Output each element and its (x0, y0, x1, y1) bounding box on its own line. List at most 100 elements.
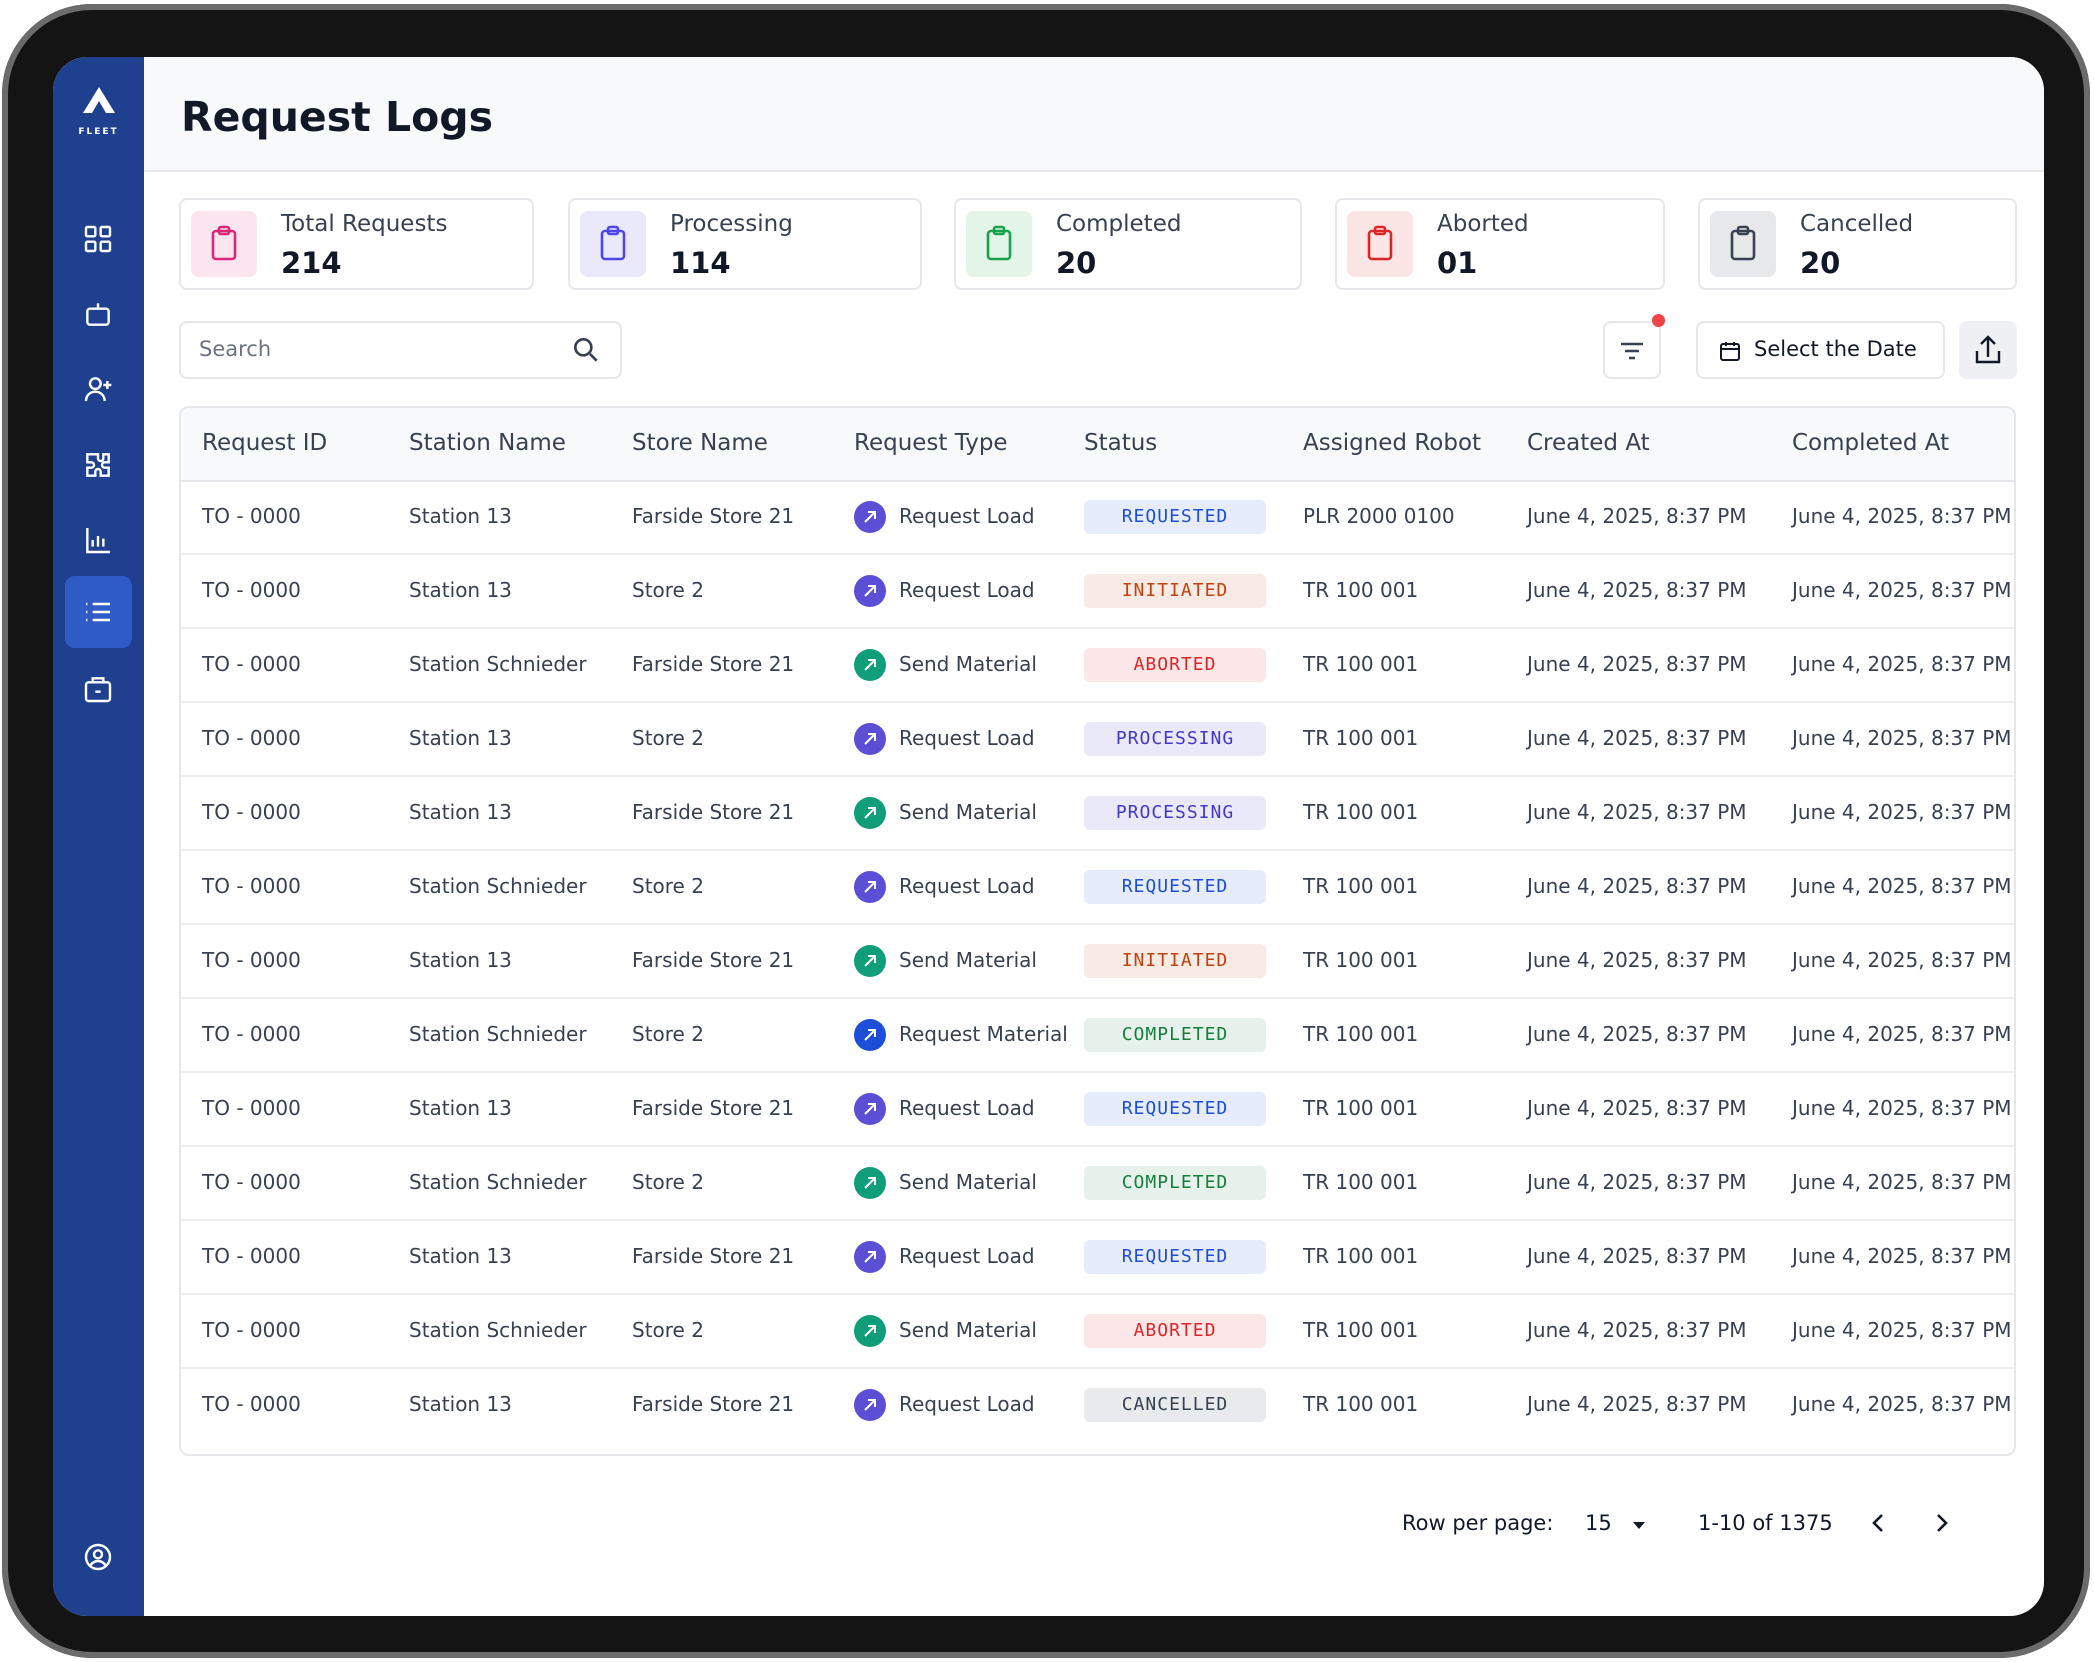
nav-profile[interactable] (82, 1541, 114, 1573)
page-title: Request Logs (181, 93, 494, 141)
type-glyph (864, 585, 876, 597)
request-type: Request Load (899, 1244, 1035, 1268)
column-header: Created At (1527, 430, 1650, 456)
export-button[interactable] (1959, 321, 2017, 379)
type-glyph (864, 1177, 876, 1189)
status-pill: REQUESTED (1084, 1092, 1266, 1126)
stat-card (1698, 198, 2017, 290)
column-header: Completed At (1792, 430, 1950, 456)
cell-text: Station Schnieder (409, 1022, 587, 1046)
cell-text: June 4, 2025, 8:37 PM (1792, 874, 2012, 898)
type-glyph (864, 659, 876, 671)
cell-text: June 4, 2025, 8:37 PM (1792, 726, 2012, 750)
type-glyph (864, 955, 876, 967)
type-icon (854, 649, 886, 681)
stat-card (568, 198, 922, 290)
cell-text: June 4, 2025, 8:37 PM (1527, 948, 1747, 972)
cell-text: Station Schnieder (409, 1170, 587, 1194)
type-glyph (864, 1399, 876, 1411)
cell-text: TO - 0000 (202, 800, 301, 824)
type-icon (854, 575, 886, 607)
row-divider (181, 553, 2014, 555)
request-type: Request Load (899, 874, 1035, 898)
cell-text: Store 2 (632, 726, 704, 750)
stat-card (179, 198, 534, 290)
filter-button[interactable] (1603, 321, 1661, 379)
stat-value: 114 (670, 246, 731, 280)
next-glyph (1937, 1514, 1948, 1532)
date-label: Select the Date (1754, 337, 1917, 361)
cell-text: TR 100 001 (1303, 800, 1419, 824)
nav-integrations[interactable] (82, 449, 114, 481)
cell-text: Station Schnieder (409, 874, 587, 898)
cell-text: Station 13 (409, 1392, 512, 1416)
cell-text: June 4, 2025, 8:37 PM (1792, 1170, 2012, 1194)
nav-robots[interactable] (82, 298, 114, 330)
type-icon (854, 945, 886, 977)
cell-text: Farside Store 21 (632, 948, 795, 972)
row-divider (181, 1145, 2014, 1147)
cell-text: TR 100 001 (1303, 1170, 1419, 1194)
cell-text: TO - 0000 (202, 1392, 301, 1416)
prev-glyph (1872, 1514, 1883, 1532)
type-icon (854, 871, 886, 903)
type-glyph (864, 1029, 876, 1041)
stat-label: Total Requests (281, 211, 448, 237)
type-icon (854, 723, 886, 755)
prev-page[interactable] (1866, 1510, 1892, 1536)
row-divider (181, 1219, 2014, 1221)
cell-text: June 4, 2025, 8:37 PM (1792, 1096, 2012, 1120)
cell-text: TR 100 001 (1303, 1244, 1419, 1268)
stat-card (1335, 198, 1665, 290)
nav-logs[interactable] (82, 596, 114, 628)
page-range: 1-10 of 1375 (1698, 1511, 1833, 1535)
status-pill: PROCESSING (1084, 796, 1266, 830)
stat-icon (966, 211, 1032, 277)
cell-text: June 4, 2025, 8:37 PM (1792, 948, 2012, 972)
cell-text: June 4, 2025, 8:37 PM (1527, 652, 1747, 676)
row-divider (181, 1293, 2014, 1295)
cell-text: June 4, 2025, 8:37 PM (1527, 874, 1747, 898)
status-pill: REQUESTED (1084, 1240, 1266, 1274)
request-type: Request Load (899, 578, 1035, 602)
column-header: Station Name (409, 430, 566, 456)
cell-text: TR 100 001 (1303, 948, 1419, 972)
nav-users[interactable] (82, 373, 114, 405)
nav-dashboard[interactable] (82, 223, 114, 255)
row-divider (181, 849, 2014, 851)
date-button[interactable] (1696, 321, 1945, 379)
request-type: Request Material (899, 1022, 1068, 1046)
search-icon (570, 334, 602, 366)
request-type: Request Load (899, 1096, 1035, 1120)
cell-text: June 4, 2025, 8:37 PM (1527, 726, 1747, 750)
stat-glyph (600, 225, 626, 261)
next-page[interactable] (1928, 1510, 1954, 1536)
rows-per-page-select[interactable]: 15 (1585, 1511, 1612, 1535)
cell-text: TO - 0000 (202, 1096, 301, 1120)
cell-text: TO - 0000 (202, 578, 301, 602)
search-glyph (574, 338, 598, 362)
stat-icon (1710, 211, 1776, 277)
cell-text: Farside Store 21 (632, 504, 795, 528)
stat-glyph (986, 225, 1012, 261)
logo (83, 87, 115, 113)
cell-text: June 4, 2025, 8:37 PM (1527, 1392, 1747, 1416)
export-glyph (1975, 335, 2001, 364)
cell-text: Station 13 (409, 504, 512, 528)
nav-reports[interactable] (82, 524, 114, 556)
nav-inventory[interactable] (82, 673, 114, 705)
stat-label: Processing (670, 211, 793, 237)
stat-glyph (1730, 225, 1756, 261)
cell-text: Farside Store 21 (632, 652, 795, 676)
cell-text: TR 100 001 (1303, 726, 1419, 750)
cell-text: Store 2 (632, 578, 704, 602)
search-placeholder: Search (199, 337, 272, 361)
column-header: Request ID (202, 430, 328, 456)
search-input[interactable] (179, 321, 622, 379)
row-divider (181, 701, 2014, 703)
screen: FLEET Request Logs Total Requests 214 Proc… (53, 57, 2044, 1616)
row-divider (181, 1071, 2014, 1073)
stat-label: Aborted (1437, 211, 1529, 237)
stat-glyph (211, 225, 237, 261)
cell-text: TO - 0000 (202, 948, 301, 972)
